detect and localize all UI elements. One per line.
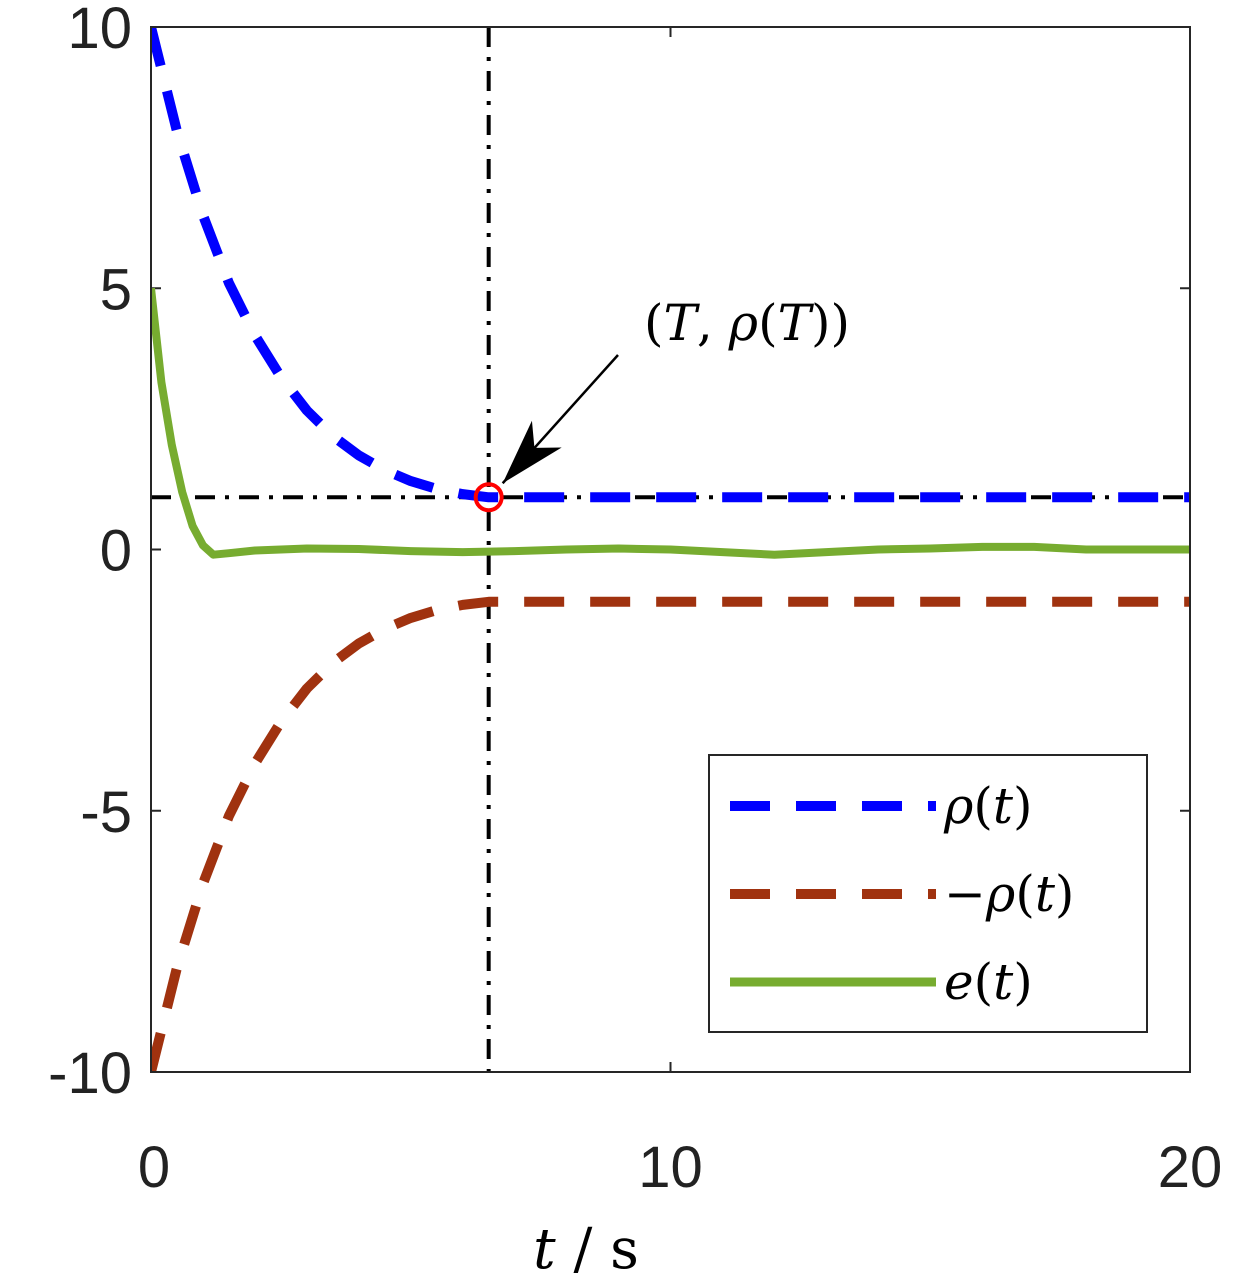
y-tick-label: 10 bbox=[67, 0, 132, 61]
annotation-arrow-head bbox=[502, 420, 562, 484]
y-tick-label: -5 bbox=[80, 780, 132, 845]
plot-frame bbox=[150, 26, 1191, 1073]
legend-label-rho: ρ(t) bbox=[943, 777, 1033, 835]
tick-labels: 0 10 20 10 5 0 -5 -10 bbox=[48, 0, 1222, 1200]
legend-label-neg-rho: −ρ(t) bbox=[944, 865, 1074, 923]
t-marker-circle bbox=[473, 482, 504, 513]
series-line-1 bbox=[151, 596, 1190, 1072]
x-tick-label: 20 bbox=[1158, 1135, 1223, 1200]
series-line-0 bbox=[151, 27, 1190, 503]
legend-label-e: e(t) bbox=[944, 953, 1033, 1011]
y-tick-label: -10 bbox=[48, 1041, 132, 1106]
y-tick-label: 5 bbox=[100, 257, 132, 322]
series-layer bbox=[151, 27, 1190, 1072]
x-axis-label: t / s bbox=[533, 1217, 639, 1279]
series-line-2 bbox=[151, 287, 1190, 559]
y-tick-label: 0 bbox=[100, 519, 132, 584]
annotation-arrow bbox=[501, 354, 619, 485]
annotation-label: (T, ρ(T)) bbox=[644, 294, 850, 352]
x-tick-label: 0 bbox=[138, 1135, 170, 1200]
x-tick-label: 10 bbox=[638, 1135, 703, 1200]
legend: ρ(t) −ρ(t) e(t) bbox=[708, 754, 1148, 1033]
